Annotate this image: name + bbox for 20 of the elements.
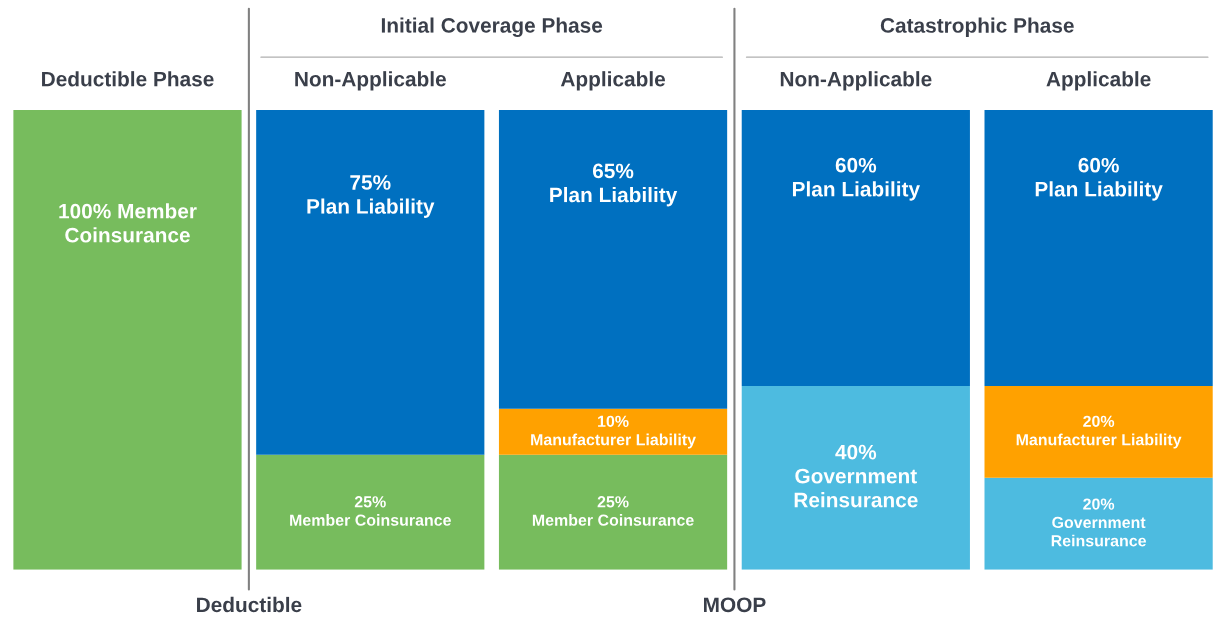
data-label: 25% Member Coinsurance [532, 496, 694, 526]
data-label: 75% Plan Liability [307, 175, 435, 218]
data-label: 25% Member Coinsurance [290, 496, 451, 526]
data-label: 20% Government Reinsurance [1051, 498, 1146, 547]
x-tick-label: Applicable [560, 71, 666, 91]
text: MOOP [704, 597, 766, 613]
data-label: 60% Plan Liability [792, 157, 920, 201]
data-label: 10% Manufacturer Liability [531, 415, 696, 449]
x-tick-label: Applicable [1046, 71, 1151, 91]
data-label: 100% Member Coinsurance [59, 203, 197, 243]
text: Catastrophic Phase [880, 17, 1074, 37]
x-tick-label: Non-Applicable [295, 71, 446, 91]
text: Deductible [197, 596, 302, 613]
data-label: 40% Government Reinsurance [794, 444, 918, 508]
data-label: 65% Plan Liability [550, 163, 678, 207]
data-label: 60% Plan Liability [1035, 157, 1163, 201]
text: Initial Coverage Phase [381, 17, 603, 37]
x-tick-label: Deductible Phase [42, 71, 214, 87]
x-tick-label: Non-Applicable [780, 71, 932, 91]
data-label: 20% Manufacturer Liability [1016, 415, 1182, 449]
